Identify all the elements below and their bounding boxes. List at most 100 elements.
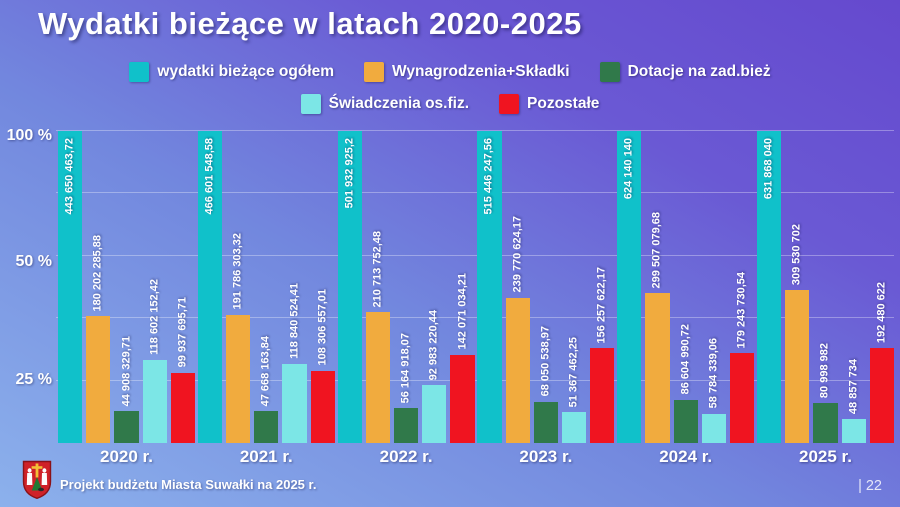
bar-wages-2024: 299 507 079,68: [645, 212, 670, 443]
bar-value-label-wages-2025: 309 530 702: [790, 223, 803, 286]
bar-wages-2020: 180 202 285,88: [86, 235, 111, 443]
bar-value-label-grants-2024: 86 604 990,72: [679, 324, 692, 395]
x-axis-label-2024: 2024 r.: [659, 447, 713, 466]
bar-value-label-grants-2020: 44 908 329,71: [120, 336, 132, 407]
bar-value-label-other-2021: 108 306 557,01: [316, 289, 329, 366]
legend-swatch-other: [499, 94, 520, 114]
suwalki-coat-of-arms-icon: [22, 460, 52, 500]
bar-value-label-benefits-2025: 48 857 734: [847, 358, 860, 414]
bar-value-label-grants-2023: 68 050 538,97: [539, 326, 552, 397]
bar-benefits-2025: 48 857 734: [841, 359, 866, 443]
year-group-2020: 443 650 463,72 180 202 285,88 44 908 329,7…: [58, 131, 196, 466]
bar-value-label-other-2024: 179 243 730,54: [735, 271, 748, 349]
y-axis-label-25: 25 %: [15, 371, 52, 388]
bar-total-2021: 466 601 548,58: [197, 131, 222, 443]
legend-item-wages: Wynagrodzenia+Składki: [364, 62, 570, 82]
bar-chart: 100 % 50 % 25 % 443 650 463,72 180 202 28…: [7, 128, 894, 466]
slide-title: Wydatki bieżące w latach 2020-2025: [38, 6, 582, 41]
bar-value-label-total-2021: 466 601 548,58: [203, 138, 216, 215]
legend-swatch-benefits: [300, 94, 321, 114]
gridline-60: [56, 254, 894, 256]
bar-value-label-other-2020: 99 937 695,71: [176, 297, 189, 368]
bar-value-label-benefits-2024: 58 784 339,06: [707, 338, 720, 409]
x-axis-label-2021: 2021 r.: [239, 447, 293, 466]
gridline-20: [56, 379, 894, 381]
year-group-2021: 466 601 548,58 191 786 303,32 47 668 163,8…: [197, 131, 335, 466]
bar-other-2024: 179 243 730,54: [730, 272, 755, 443]
bar-value-label-other-2023: 156 257 622,17: [595, 266, 608, 344]
legend-item-grants: Dotacje na zad.bież: [599, 62, 771, 82]
bar-total-2024: 624 140 140: [617, 131, 642, 443]
bar-value-label-wages-2024: 299 507 079,68: [650, 211, 663, 289]
chart-legend: wydatki bieżące ogółem Wynagrodzenia+Skła…: [0, 62, 900, 126]
bar-other-2020: 99 937 695,71: [170, 297, 196, 443]
y-axis-label-50: 50 %: [15, 253, 52, 270]
y-axis: 100 % 50 % 25 %: [6, 127, 58, 443]
bar-total-2020: 443 650 463,72: [58, 131, 83, 443]
y-axis-label-100: 100 %: [6, 127, 52, 144]
bar-value-label-benefits-2022: 92 983 220,44: [427, 309, 440, 381]
bar-other-2022: 142 071 034,21: [450, 273, 475, 443]
legend-row-2: Świadczenia os.fiz. Pozostałe: [0, 94, 900, 114]
bar-value-label-wages-2020: 180 202 285,88: [91, 234, 104, 312]
legend-item-benefits: Świadczenia os.fiz.: [300, 94, 470, 114]
bar-benefits-2020: 118 602 152,42: [142, 279, 167, 443]
bar-grants-2025: 80 998 982: [813, 343, 838, 443]
x-axis-label-2020: 2020 r.: [100, 447, 153, 466]
x-axis-label-2023: 2023 r.: [519, 447, 573, 466]
footer-caption: Projekt budżetu Miasta Suwałki na 2025 r…: [60, 477, 317, 492]
bar-benefits-2024: 58 784 339,06: [701, 338, 726, 443]
plot-area: 443 650 463,72 180 202 285,88 44 908 329,7…: [58, 131, 894, 466]
bar-total-2023: 515 446 247,56: [477, 131, 502, 443]
x-axis-label-2025: 2025 r.: [799, 447, 852, 466]
bar-grants-2024: 86 604 990,72: [673, 324, 698, 443]
bar-value-label-grants-2021: 47 668 163,84: [259, 335, 272, 407]
year-group-2025: 631 868 040 309 530 702 80 998 982 48 857 7…: [756, 131, 894, 466]
bar-value-label-other-2022: 142 071 034,21: [456, 273, 468, 350]
bar-grants-2021: 47 668 163,84: [254, 336, 279, 443]
year-group-2022: 501 932 925,2 210 713 752,48 56 164 918,07…: [337, 131, 475, 466]
bar-benefits-2021: 118 840 524,41: [282, 283, 307, 443]
bar-value-label-total-2024: 624 140 140: [622, 138, 635, 200]
page-number: | 22: [858, 478, 882, 494]
legend-label-benefits: Świadczenia os.fiz.: [328, 95, 470, 112]
year-group-2024: 624 140 140 299 507 079,68 86 604 990,72 58…: [617, 131, 755, 466]
bar-benefits-2023: 51 367 462,25: [562, 337, 587, 443]
bar-value-label-other-2025: 192 480 622: [875, 281, 888, 343]
bar-grants-2023: 68 050 538,97: [533, 326, 558, 443]
year-group-2023: 515 446 247,56 239 770 624,17 68 050 538,9…: [477, 131, 615, 466]
bar-value-label-benefits-2020: 118 602 152,42: [148, 278, 161, 355]
legend-swatch-wages: [364, 62, 384, 82]
bar-wages-2023: 239 770 624,17: [505, 216, 530, 443]
bar-value-label-total-2025: 631 868 040: [762, 138, 775, 200]
bar-total-2022: 501 932 925,2: [337, 131, 362, 443]
legend-label-grants: Dotacje na zad.bież: [627, 63, 771, 80]
gridline-100: [56, 130, 894, 131]
bar-wages-2022: 210 713 752,48: [365, 231, 390, 443]
bar-value-label-grants-2025: 80 998 982: [818, 342, 831, 399]
bar-value-label-benefits-2023: 51 367 462,25: [567, 336, 580, 407]
bar-other-2023: 156 257 622,17: [590, 267, 615, 443]
bar-value-label-grants-2022: 56 164 918,07: [399, 332, 412, 404]
bar-value-label-benefits-2021: 118 840 524,41: [288, 282, 300, 359]
bar-value-label-wages-2021: 191 786 303,32: [231, 233, 244, 310]
bar-other-2025: 192 480 622: [869, 282, 894, 443]
legend-label-total: wydatki bieżące ogółem: [157, 63, 334, 80]
legend-item-other: Pozostałe: [499, 94, 599, 114]
legend-row-1: wydatki bieżące ogółem Wynagrodzenia+Skła…: [0, 62, 900, 82]
bar-value-label-total-2023: 515 446 247,56: [482, 138, 495, 215]
legend-item-total: wydatki bieżące ogółem: [129, 62, 334, 82]
bar-wages-2025: 309 530 702: [785, 224, 810, 443]
bar-other-2021: 108 306 557,01: [310, 289, 335, 443]
bar-value-label-wages-2022: 210 713 752,48: [371, 230, 384, 308]
bar-grants-2020: 44 908 329,71: [114, 336, 139, 443]
legend-label-other: Pozostałe: [527, 95, 600, 112]
bar-value-label-wages-2023: 239 770 624,17: [511, 216, 524, 293]
legend-swatch-total: [129, 62, 150, 82]
bar-total-2025: 631 868 040: [756, 131, 782, 443]
bar-benefits-2022: 92 983 220,44: [422, 310, 447, 443]
gridline-40: [56, 317, 894, 319]
legend-swatch-grants: [599, 62, 620, 82]
gridline-80: [56, 192, 894, 194]
